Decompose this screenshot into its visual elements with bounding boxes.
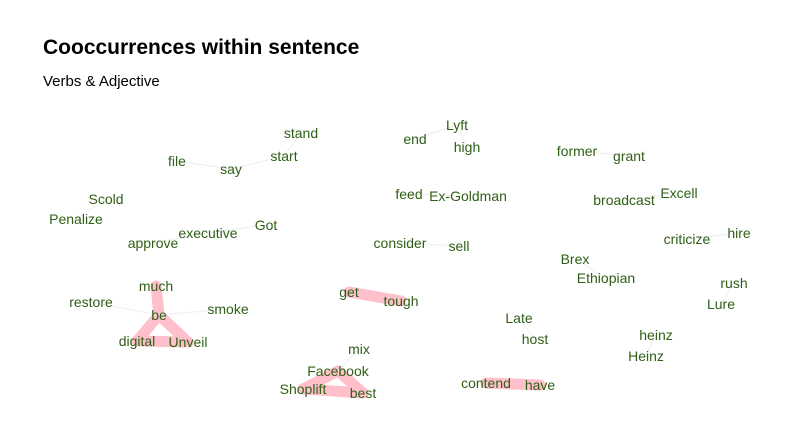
word-node-hire: hire (727, 225, 751, 241)
edge-contend-have (480, 377, 546, 391)
word-node-heinz: Heinz (628, 348, 664, 364)
word-node-lure: Lure (707, 296, 735, 312)
word-node-criticize: criticize (664, 231, 711, 247)
words-layer: stand start say file end Lyft high former grant S… (49, 117, 751, 401)
word-node-stand: stand (284, 125, 318, 141)
edge-digital-unveil (131, 335, 194, 348)
word-node-feed: feed (395, 186, 422, 202)
edges-layer (75, 124, 740, 399)
word-node-host: host (522, 331, 549, 347)
word-node-brex: Brex (561, 251, 590, 267)
edge-end-lyft (414, 124, 458, 140)
word-node-get: get (339, 284, 359, 300)
word-node-scold: Scold (88, 191, 123, 207)
edge-broadcast-excell (623, 192, 680, 201)
edge-former-grant (576, 150, 630, 157)
edge-get-tough (343, 286, 407, 307)
edge-criticize-hire (686, 232, 740, 240)
word-node-former: former (557, 143, 598, 159)
word-node-much: much (139, 278, 173, 294)
edge-brex-ethiopian (574, 258, 607, 279)
edge-late-host (518, 317, 536, 340)
figure-subtitle: Verbs & Adjective (43, 73, 160, 90)
edge-heinz-heinz (645, 334, 657, 357)
word-node-got: Got (255, 217, 278, 233)
word-node-ex-goldman: Ex-Goldman (429, 188, 507, 204)
word-node-heinz: heinz (639, 327, 672, 343)
edge-mix-facebook (337, 348, 360, 372)
edge-stand-start (283, 132, 302, 157)
word-node-high: high (454, 139, 480, 155)
word-node-rush: rush (720, 275, 747, 291)
edge-consider-sell (399, 242, 460, 247)
word-node-facebook: Facebook (307, 363, 369, 379)
edge-scold-penalize (75, 198, 107, 220)
word-node-restore: restore (69, 294, 113, 310)
word-node-consider: consider (374, 235, 427, 251)
word-node-smoke: smoke (207, 301, 248, 317)
word-node-approve: approve (128, 235, 179, 251)
word-node-excell: Excell (660, 185, 697, 201)
edge-feed-ex-goldman (408, 193, 469, 197)
word-node-file: file (168, 153, 186, 169)
word-node-best: best (350, 385, 377, 401)
word-node-broadcast: broadcast (593, 192, 655, 208)
word-node-tough: tough (383, 293, 418, 309)
word-node-mix: mix (348, 341, 370, 357)
word-node-sell: sell (448, 238, 469, 254)
word-node-be: be (151, 307, 167, 323)
word-node-ethiopian: Ethiopian (577, 270, 635, 286)
edge-restore-be (90, 301, 160, 316)
word-node-have: have (525, 377, 556, 393)
word-node-start: start (270, 148, 297, 164)
edge-smoke-be (158, 308, 229, 316)
figure-title: Cooccurrences within sentence (43, 36, 360, 59)
word-node-grant: grant (613, 148, 645, 164)
word-node-say: say (220, 161, 242, 177)
word-node-late: Late (505, 310, 532, 326)
word-node-contend: contend (461, 375, 511, 391)
word-node-shoplift: Shoplift (280, 381, 327, 397)
word-node-end: end (403, 131, 426, 147)
word-node-executive: executive (178, 225, 237, 241)
word-node-penalize: Penalize (49, 211, 103, 227)
edge-executive-got (207, 224, 267, 234)
edge-say-file (176, 160, 232, 170)
word-node-unveil: Unveil (169, 334, 208, 350)
edge-shoplift-best (297, 383, 369, 399)
edge-executive-approve (152, 232, 209, 244)
word-node-digital: digital (119, 333, 156, 349)
edge-start-say (230, 155, 285, 170)
edge-rush-lure (720, 282, 735, 305)
edge-lyft-high (456, 124, 468, 148)
word-node-lyft: Lyft (446, 117, 468, 133)
